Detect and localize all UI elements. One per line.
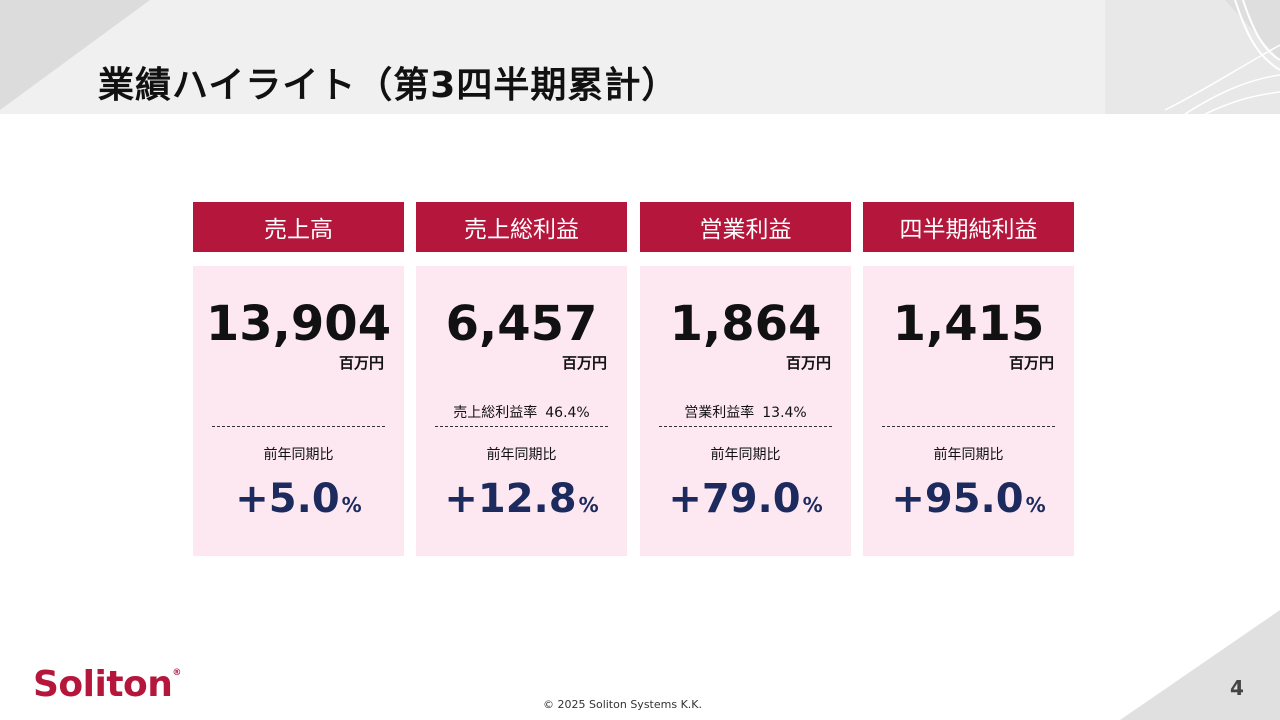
card-gross-profit: 売上総利益 6,457 百万円 売上総利益率 46.4% 前年同期比 +12.8% — [416, 202, 627, 556]
company-logo: Soliton® — [33, 664, 181, 705]
dashed-divider — [435, 426, 608, 427]
corner-decoration-top-left — [0, 0, 150, 110]
header-band — [0, 0, 1280, 114]
yoy-value: +79.0% — [640, 476, 851, 522]
yoy-unit: % — [341, 493, 362, 517]
card-header: 四半期純利益 — [863, 202, 1074, 252]
unit-label: 百万円 — [1008, 354, 1054, 372]
yoy-unit: % — [802, 493, 823, 517]
card-net-income: 四半期純利益 1,415 百万円 前年同期比 +95.0% — [863, 202, 1074, 556]
margin-ratio: 営業利益率 13.4% — [640, 402, 851, 422]
page-number: 4 — [1230, 676, 1244, 700]
yoy-number: +12.8 — [444, 476, 577, 522]
logo-text: Soliton — [33, 664, 173, 705]
ratio-label: 営業利益率 — [684, 405, 755, 421]
yoy-label: 前年同期比 — [486, 447, 557, 463]
card-body: 13,904 百万円 前年同期比 +5.0% — [193, 266, 404, 556]
unit-label: 百万円 — [561, 354, 607, 372]
card-net-sales: 売上高 13,904 百万円 前年同期比 +5.0% — [193, 202, 404, 556]
dashed-divider — [212, 426, 385, 427]
yoy-label: 前年同期比 — [933, 447, 1004, 463]
card-body: 6,457 百万円 売上総利益率 46.4% 前年同期比 +12.8% — [416, 266, 627, 556]
yoy-label: 前年同期比 — [710, 447, 781, 463]
yoy-value: +5.0% — [193, 476, 404, 522]
registered-mark: ® — [172, 668, 181, 678]
main-value: 13,904 — [205, 296, 392, 352]
yoy-unit: % — [578, 493, 599, 517]
dashed-divider — [659, 426, 832, 427]
main-value: 1,864 — [669, 296, 822, 352]
ratio-value: 46.4% — [545, 405, 590, 421]
yoy-value: +12.8% — [416, 476, 627, 522]
card-header: 営業利益 — [640, 202, 851, 252]
page-title: 業績ハイライト（第3四半期累計） — [98, 65, 679, 106]
yoy-number: +79.0 — [668, 476, 801, 522]
card-operating-profit: 営業利益 1,864 百万円 営業利益率 13.4% 前年同期比 +79.0% — [640, 202, 851, 556]
margin-ratio: 売上総利益率 46.4% — [416, 402, 627, 422]
yoy-number: +5.0 — [235, 476, 340, 522]
corner-decoration-bottom-right — [1120, 610, 1280, 720]
ratio-label: 売上総利益率 — [453, 405, 538, 421]
dashed-divider — [882, 426, 1055, 427]
copyright-text: © 2025 Soliton Systems K.K. — [543, 698, 702, 711]
card-body: 1,415 百万円 前年同期比 +95.0% — [863, 266, 1074, 556]
card-body: 1,864 百万円 営業利益率 13.4% 前年同期比 +79.0% — [640, 266, 851, 556]
yoy-label: 前年同期比 — [263, 447, 334, 463]
yoy-unit: % — [1025, 493, 1046, 517]
main-value: 6,457 — [445, 296, 598, 352]
card-header: 売上総利益 — [416, 202, 627, 252]
main-value: 1,415 — [892, 296, 1045, 352]
unit-label: 百万円 — [785, 354, 831, 372]
yoy-number: +95.0 — [891, 476, 1024, 522]
yoy-value: +95.0% — [863, 476, 1074, 522]
wave-decoration-icon — [1105, 0, 1280, 114]
ratio-value: 13.4% — [762, 405, 807, 421]
card-header: 売上高 — [193, 202, 404, 252]
unit-label: 百万円 — [338, 354, 384, 372]
